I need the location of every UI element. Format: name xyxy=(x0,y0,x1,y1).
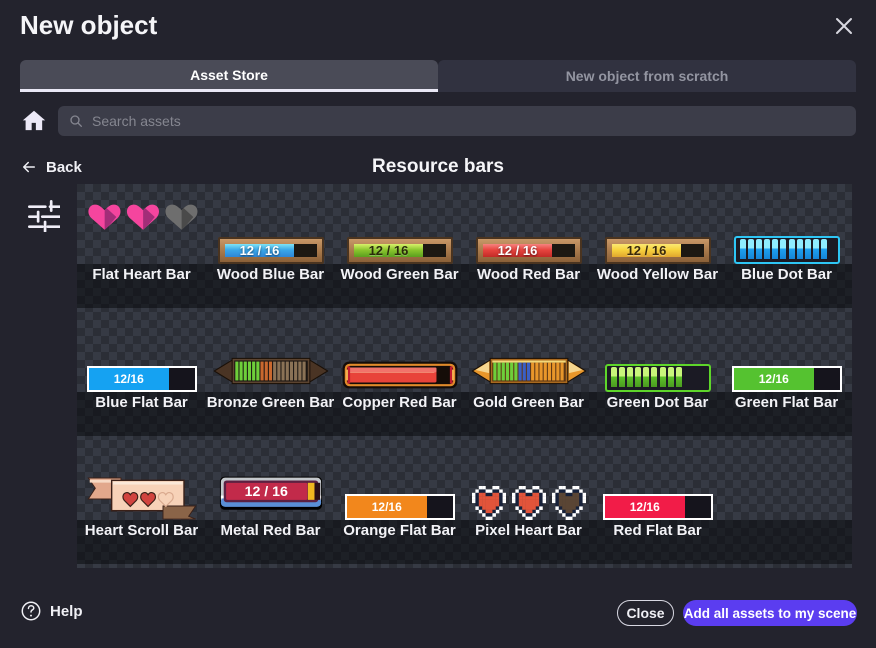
svg-text:12 / 16: 12 / 16 xyxy=(244,484,287,500)
